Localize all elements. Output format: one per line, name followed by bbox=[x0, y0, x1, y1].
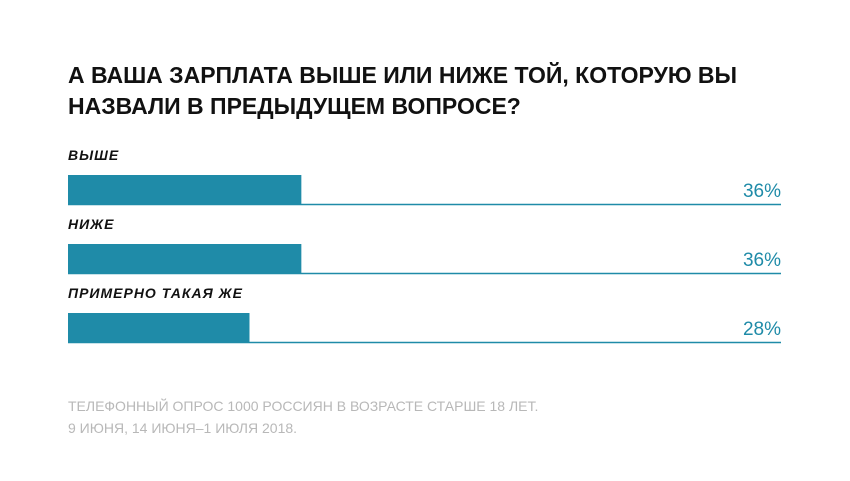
category-label: ВЫШЕ bbox=[68, 147, 119, 163]
value-label: 36% bbox=[743, 250, 781, 271]
chart-title: НАЗВАЛИ В ПРЕДЫДУЩЕМ ВОПРОСЕ? bbox=[68, 93, 521, 119]
bar bbox=[68, 313, 250, 343]
category-label: НИЖЕ bbox=[68, 216, 115, 232]
value-label: 36% bbox=[743, 181, 781, 202]
footnote: ТЕЛЕФОННЫЙ ОПРОС 1000 РОССИЯН В ВОЗРАСТЕ… bbox=[68, 397, 538, 414]
category-label: ПРИМЕРНО ТАКАЯ ЖЕ bbox=[68, 285, 243, 301]
bar bbox=[68, 244, 302, 274]
chart-title: А ВАША ЗАРПЛАТА ВЫШЕ ИЛИ НИЖЕ ТОЙ, КОТОР… bbox=[68, 61, 737, 88]
bar bbox=[68, 175, 302, 205]
value-label: 28% bbox=[743, 319, 781, 340]
footnote: 9 ИЮНЯ, 14 ИЮНЯ–1 ИЮЛЯ 2018. bbox=[68, 420, 297, 436]
